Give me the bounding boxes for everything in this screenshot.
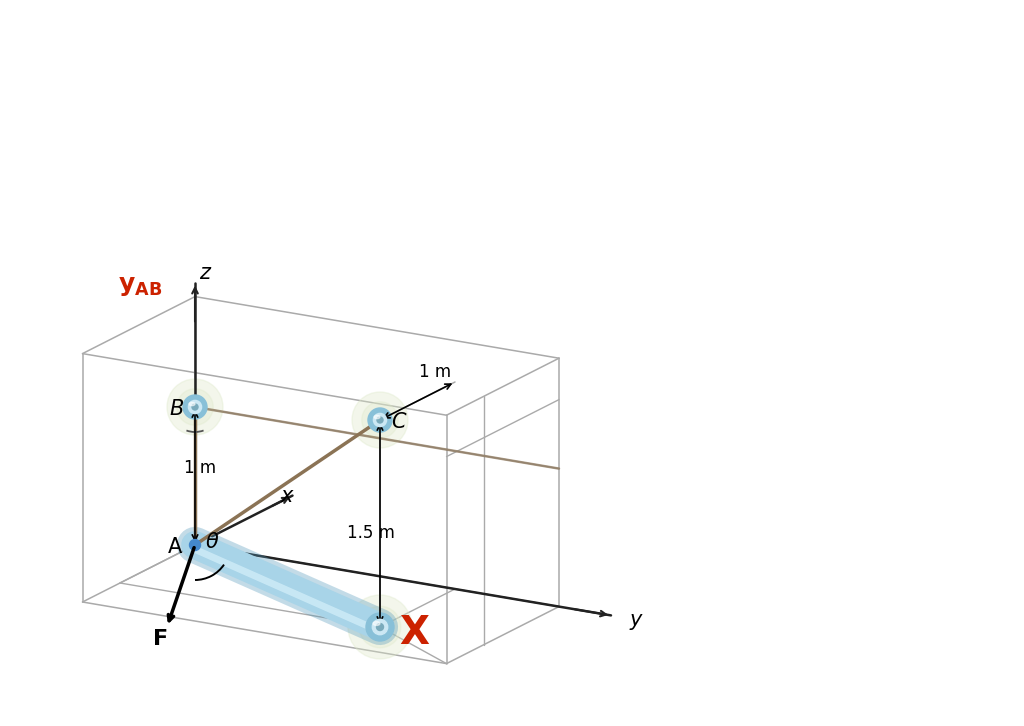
Circle shape [183,395,207,419]
Text: y: y [630,610,642,629]
Circle shape [374,413,387,427]
Circle shape [361,401,398,439]
Circle shape [366,613,394,641]
Circle shape [368,408,392,432]
Circle shape [188,401,202,414]
Text: $\mathbf{y_{AB}}$: $\mathbf{y_{AB}}$ [118,274,162,298]
Ellipse shape [374,415,380,419]
Circle shape [189,539,201,550]
Ellipse shape [373,621,380,626]
Circle shape [193,404,198,410]
Circle shape [373,619,388,635]
Text: 1 m: 1 m [420,363,452,381]
Text: θ: θ [205,532,218,552]
Text: F: F [154,629,169,649]
Circle shape [377,417,383,423]
Circle shape [359,606,400,648]
Text: C: C [391,412,406,432]
Circle shape [348,595,412,659]
Ellipse shape [189,402,195,406]
Text: B: B [170,399,184,419]
Circle shape [177,389,213,425]
Circle shape [377,624,384,630]
Circle shape [352,392,408,448]
Text: X: X [399,614,430,652]
Circle shape [167,379,223,435]
Text: A: A [168,537,182,557]
Text: z: z [200,263,211,283]
Text: 1.5 m: 1.5 m [347,524,395,542]
Text: x: x [280,486,293,506]
Text: 1 m: 1 m [184,460,216,478]
